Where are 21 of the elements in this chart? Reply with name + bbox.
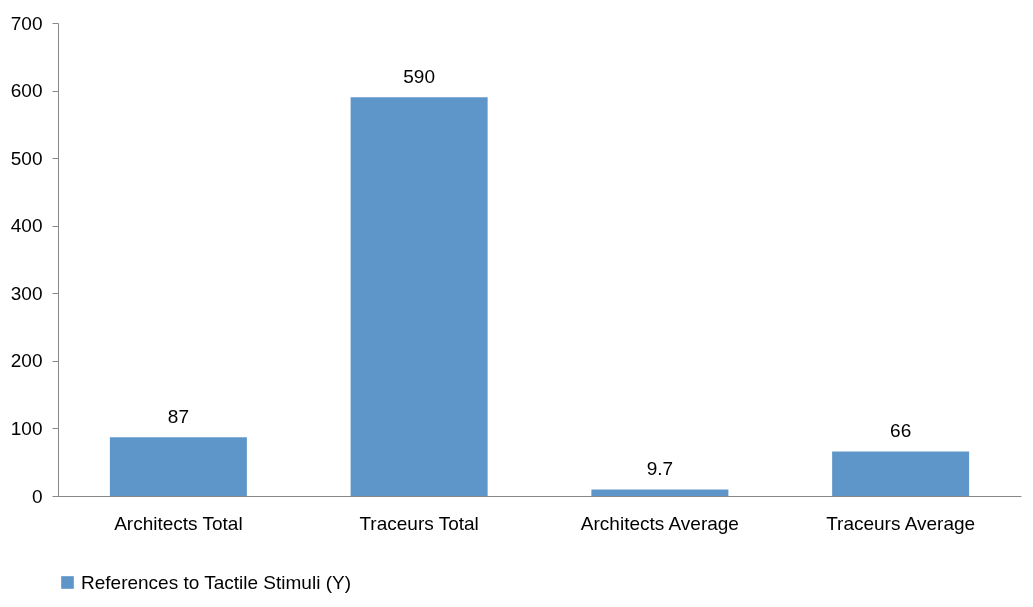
y-tick-label: 700 [10,12,43,34]
x-tick-label: Traceurs Total [359,512,479,534]
y-tick-label: 200 [10,350,43,372]
legend-label: References to Tactile Stimuli (Y) [81,571,351,593]
data-label: 66 [890,420,912,442]
bar [591,489,729,496]
bar [109,437,247,496]
y-tick-label: 300 [10,282,43,304]
y-tick-label: 500 [10,147,43,169]
x-tick-label: Architects Average [580,512,739,534]
data-label: 9.7 [646,458,674,480]
y-tick-label: 100 [10,417,43,439]
y-tick-label: 400 [10,215,43,237]
bar [350,97,488,496]
bar [832,451,970,496]
x-tick-label: Architects Total [114,512,243,534]
data-label: 590 [403,66,435,88]
y-tick-label: 600 [10,80,43,102]
y-tick-label: 0 [31,485,43,507]
data-label: 87 [167,406,189,428]
x-tick-label: Traceurs Average [826,512,976,534]
